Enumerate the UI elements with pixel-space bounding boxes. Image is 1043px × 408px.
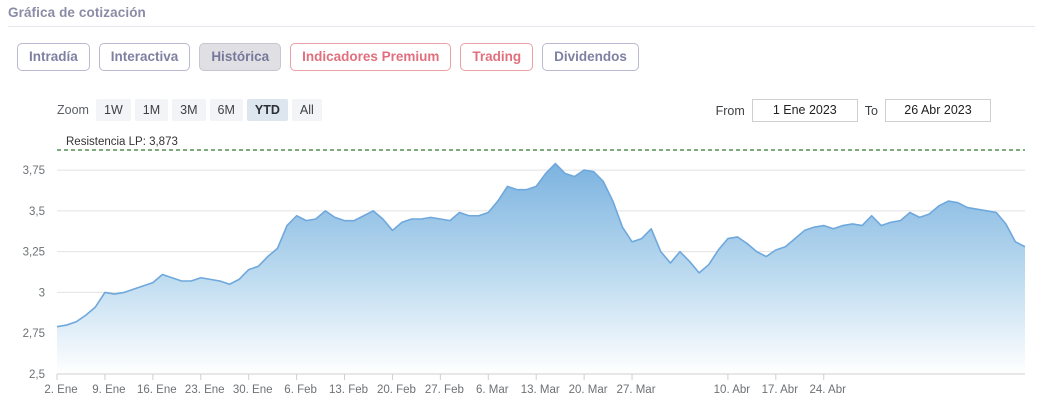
x-tick-label: 30. Ene [233, 384, 273, 396]
x-tick-label: 16. Ene [137, 384, 177, 396]
tab-indicadores-premium[interactable]: Indicadores Premium [290, 43, 452, 71]
chart-x-axis: 2. Ene 9. Ene 16. Ene 23. Ene 30. Ene 6. Feb 1… [44, 373, 1025, 396]
x-tick-label: 6. Feb [284, 384, 317, 396]
zoom-button-1m[interactable]: 1M [134, 99, 169, 121]
x-tick-label: 17. Abr [762, 384, 799, 396]
tab-intradia[interactable]: Intradía [17, 43, 90, 71]
y-tick-label: 2,75 [23, 328, 45, 340]
chart-line [56, 162, 1026, 328]
zoom-button-1w[interactable]: 1W [96, 99, 131, 121]
y-tick-label: 3,75 [23, 165, 45, 177]
zoom-button-ytd[interactable]: YTD [246, 99, 288, 121]
zoom-button-group: 1W 1M 3M 6M YTD All [96, 99, 322, 121]
chart-type-tabbar: Intradía Interactiva Histórica Indicador… [17, 43, 639, 71]
x-tick-label: 27. Mar [617, 384, 656, 396]
to-date-input[interactable]: 26 Abr 2023 [885, 99, 991, 122]
x-tick-label: 23. Ene [185, 384, 225, 396]
price-chart-svg[interactable]: 2,5 2,75 3 3,25 3,5 3,75 Resistencia LP: 3,87… [0, 128, 1043, 408]
zoom-button-6m[interactable]: 6M [209, 99, 243, 121]
from-date-input[interactable]: 1 Ene 2023 [751, 99, 858, 122]
resistance-line-label: Resistencia LP: 3,873 [66, 136, 178, 148]
title-divider [8, 26, 1035, 27]
x-tick-label: 13. Feb [329, 384, 368, 396]
chart-area-fill [57, 163, 1025, 374]
range-controls: Zoom 1W 1M 3M 6M YTD All From 1 Ene 2023… [0, 99, 1043, 123]
tab-trading[interactable]: Trading [460, 43, 534, 71]
zoom-button-3m[interactable]: 3M [172, 99, 206, 121]
panel-title: Gráfica de cotización [8, 5, 146, 20]
x-tick-label: 10. Abr [714, 384, 751, 396]
x-tick-label: 20. Feb [377, 384, 416, 396]
zoom-label: Zoom [57, 103, 89, 117]
tab-dividendos[interactable]: Dividendos [542, 43, 639, 71]
tab-interactiva[interactable]: Interactiva [98, 43, 191, 71]
x-tick-label: 24. Abr [810, 384, 847, 396]
tab-historica[interactable]: Histórica [199, 43, 282, 71]
date-range-group: From 1 Ene 2023 To 26 Abr 2023 [716, 99, 991, 122]
x-tick-label: 2. Ene [44, 384, 77, 396]
chart-y-axis: 2,5 2,75 3 3,25 3,5 3,75 [23, 165, 45, 381]
price-chart[interactable]: 2,5 2,75 3 3,25 3,5 3,75 Resistencia LP: 3,87… [0, 128, 1043, 408]
y-tick-label: 3,25 [23, 247, 45, 259]
x-tick-label: 6. Mar [476, 384, 509, 396]
y-tick-label: 3 [39, 287, 45, 299]
to-label: To [864, 103, 878, 118]
x-tick-label: 27. Feb [425, 384, 464, 396]
x-tick-label: 20. Mar [569, 384, 608, 396]
from-label: From [715, 103, 745, 118]
zoom-button-all[interactable]: All [291, 99, 322, 121]
y-tick-label: 3,5 [29, 206, 45, 218]
x-tick-label: 13. Mar [521, 384, 560, 396]
y-tick-label: 2,5 [29, 369, 45, 381]
x-tick-label: 9. Ene [92, 384, 125, 396]
